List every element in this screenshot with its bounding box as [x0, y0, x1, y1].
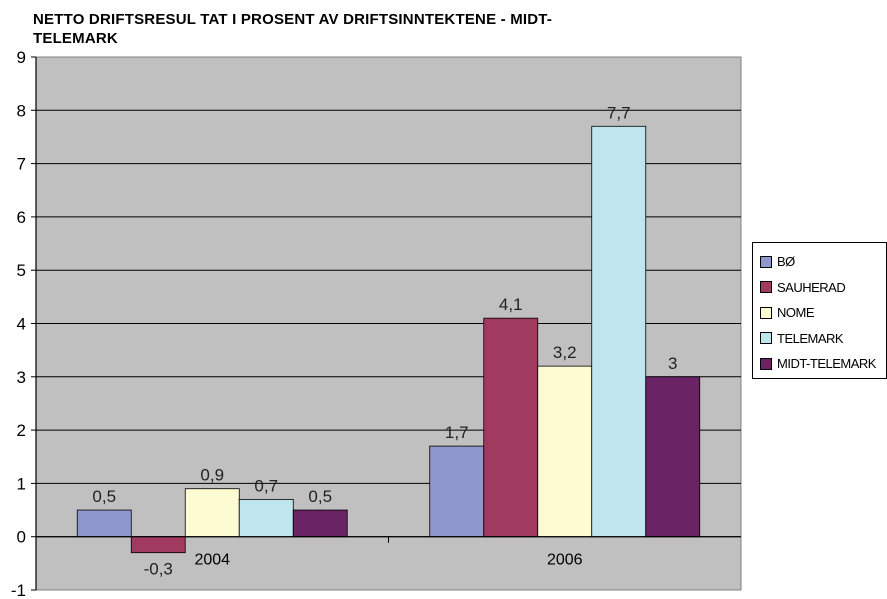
axes: -1 0 1 2 3 4 5 6 7 8 9 2004 2006	[11, 48, 741, 599]
data-label: 4,1	[499, 295, 523, 314]
x-category-label: 2006	[547, 552, 583, 569]
chart-title-line-1: NETTO DRIFTSRESUL TAT I PROSENT AV DRIFT…	[33, 11, 553, 28]
data-label: -0,3	[144, 560, 173, 579]
data-label: 3,2	[553, 343, 577, 362]
y-tick-label: 2	[17, 421, 26, 440]
legend: BØ SAUHERAD NOME TELEMARK MIDT-TELEMARK	[752, 242, 887, 379]
bar	[537, 365, 593, 538]
bar	[238, 498, 294, 538]
bars	[76, 125, 701, 554]
bar	[292, 509, 348, 538]
bar	[591, 125, 647, 538]
y-tick-label: 1	[17, 474, 26, 493]
legend-swatch	[760, 281, 772, 294]
legend-item: TELEMARK	[760, 326, 886, 352]
legend-item: MIDT-TELEMARK	[760, 351, 886, 377]
legend-label: TELEMARK	[777, 330, 844, 346]
data-labels: 0,5 -0,3 0,9 0,7 0,5 1,7 4,1 3,2 7,7 3	[92, 103, 677, 578]
bar	[184, 488, 240, 538]
legend-label: MIDT-TELEMARK	[777, 356, 876, 372]
legend-label: SAUHERAD	[777, 279, 846, 295]
bar	[645, 376, 701, 538]
legend-label: NOME	[777, 305, 815, 321]
bar	[76, 509, 132, 538]
y-tick-label: 8	[17, 101, 26, 120]
y-tick-label: 5	[17, 261, 26, 280]
y-tick-label: -1	[11, 581, 26, 599]
data-label: 0,9	[200, 466, 224, 485]
legend-swatch	[760, 306, 772, 319]
legend-item: SAUHERAD	[760, 275, 886, 301]
data-label: 0,7	[254, 476, 278, 495]
data-label: 1,7	[445, 423, 469, 442]
y-tick-label: 9	[17, 48, 26, 67]
legend-swatch	[760, 357, 772, 370]
data-label: 0,5	[308, 487, 332, 506]
legend-item: NOME	[760, 300, 886, 326]
y-tick-label: 7	[17, 155, 26, 174]
chart-title: NETTO DRIFTSRESUL TAT I PROSENT AV DRIFT…	[33, 10, 693, 48]
y-tick-label: 3	[17, 368, 26, 387]
legend-item: BØ	[760, 249, 886, 275]
data-label: 7,7	[607, 103, 631, 122]
data-label: 0,5	[92, 487, 116, 506]
bar	[483, 317, 539, 538]
bar	[429, 445, 485, 538]
data-label: 3	[668, 354, 677, 373]
legend-label: BØ	[777, 254, 795, 270]
x-category-label: 2004	[194, 552, 230, 569]
y-tick-label: 0	[17, 528, 26, 547]
legend-swatch	[760, 255, 772, 268]
y-tick-label: 6	[17, 208, 26, 227]
chart-title-line-2: TELEMARK	[33, 30, 118, 47]
bar	[130, 536, 186, 554]
legend-swatch	[760, 332, 772, 345]
y-tick-label: 4	[17, 315, 26, 334]
